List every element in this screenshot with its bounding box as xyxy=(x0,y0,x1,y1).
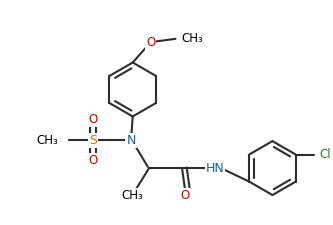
Text: O: O xyxy=(181,189,190,202)
Text: CH₃: CH₃ xyxy=(37,134,58,147)
Text: O: O xyxy=(146,36,156,49)
Text: N: N xyxy=(126,134,136,147)
Text: O: O xyxy=(89,154,98,167)
Text: O: O xyxy=(89,113,98,126)
Text: CH₃: CH₃ xyxy=(122,189,144,202)
Text: CH₃: CH₃ xyxy=(181,32,203,45)
Text: S: S xyxy=(89,134,97,147)
Text: HN: HN xyxy=(205,162,224,175)
Text: Cl: Cl xyxy=(319,148,331,161)
